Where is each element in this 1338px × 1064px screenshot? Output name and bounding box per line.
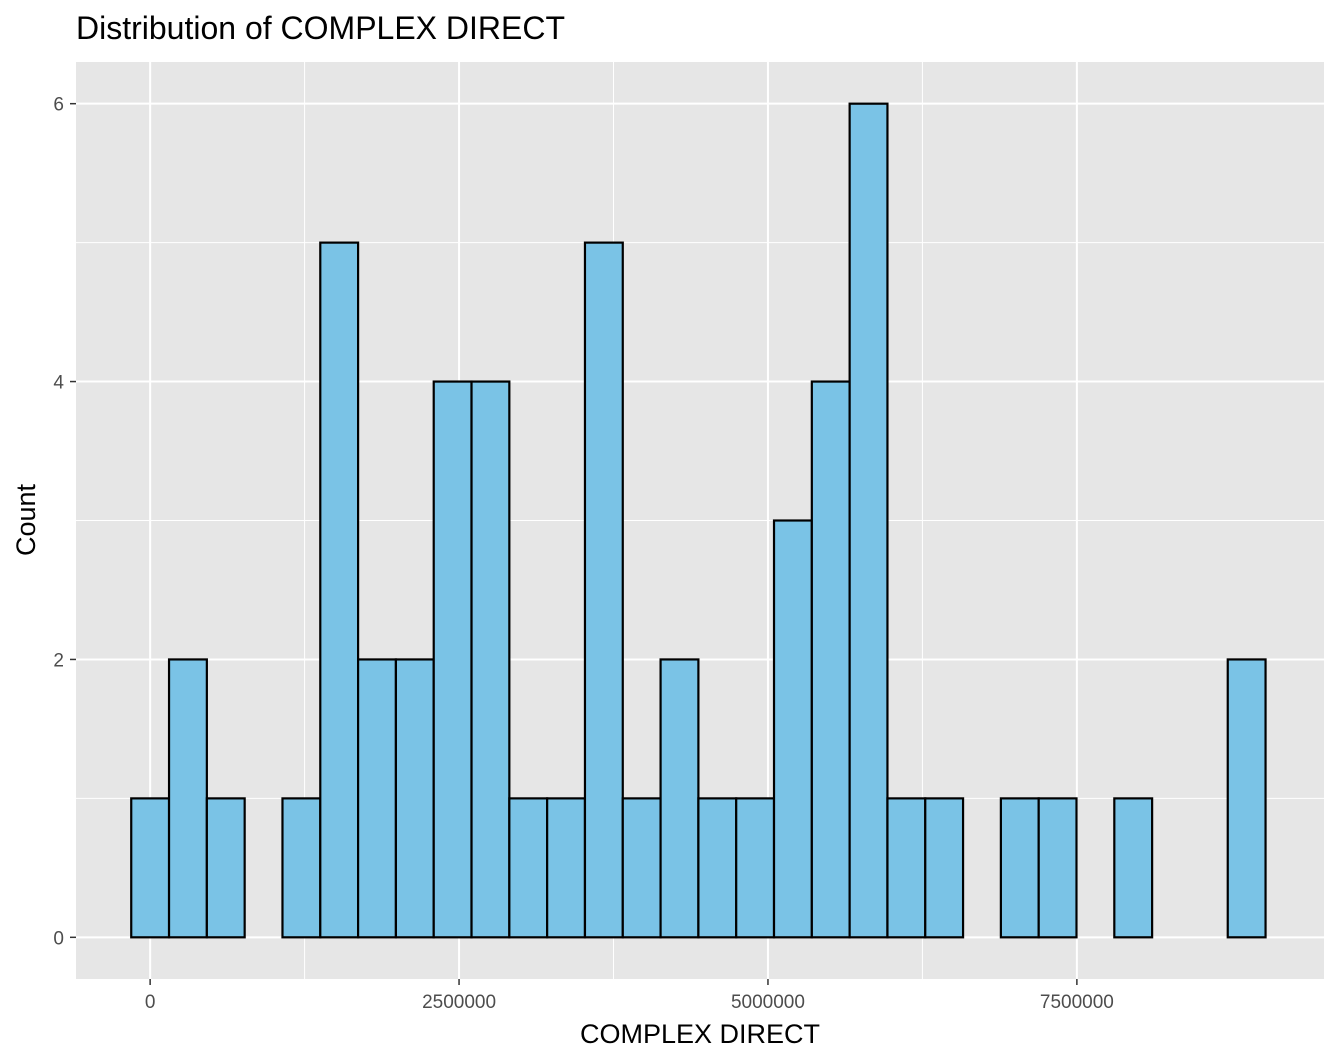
histogram-bar: [886, 797, 927, 939]
histogram-bar: [583, 241, 624, 939]
histogram-bar: [848, 102, 889, 939]
histogram-bar: [432, 380, 473, 939]
y-tick-label: 4: [53, 373, 64, 394]
histogram-bar: [772, 519, 813, 939]
histogram-bar: [167, 658, 208, 939]
x-tick-label: 2500000: [422, 992, 496, 1013]
y-axis-title: Count: [11, 483, 41, 556]
histogram-bar: [470, 380, 511, 939]
histogram-bar: [1226, 658, 1267, 939]
y-tick-label: 2: [53, 650, 64, 671]
y-tick-label: 0: [53, 928, 64, 949]
histogram-bar: [130, 797, 171, 939]
histogram-bar: [546, 797, 587, 939]
histogram-bar: [735, 797, 776, 939]
histogram-bar: [621, 797, 662, 939]
histogram-bar: [810, 380, 851, 939]
chart-title: Distribution of COMPLEX DIRECT: [76, 10, 565, 46]
x-tick-label: 7500000: [1040, 992, 1114, 1013]
histogram-bar: [205, 797, 246, 939]
histogram-bar: [1113, 797, 1154, 939]
x-tick-label: 5000000: [731, 992, 805, 1013]
histogram-bar: [999, 797, 1040, 939]
histogram-bar: [508, 797, 549, 939]
histogram-bar: [659, 658, 700, 939]
histogram-bar: [394, 658, 435, 939]
y-tick-label: 6: [53, 95, 64, 116]
histogram-bar: [1037, 797, 1078, 939]
histogram-bar: [281, 797, 322, 939]
histogram-bars: [130, 102, 1267, 939]
x-axis-title: COMPLEX DIRECT: [580, 1019, 820, 1049]
histogram-bar: [924, 797, 965, 939]
histogram-bar: [319, 241, 360, 939]
histogram-bar: [356, 658, 398, 939]
histogram-bar: [697, 797, 738, 939]
x-tick-label: 0: [145, 992, 156, 1013]
axes: 0 2500000 5000000 7500000 0 2 4 6: [53, 95, 1113, 1013]
